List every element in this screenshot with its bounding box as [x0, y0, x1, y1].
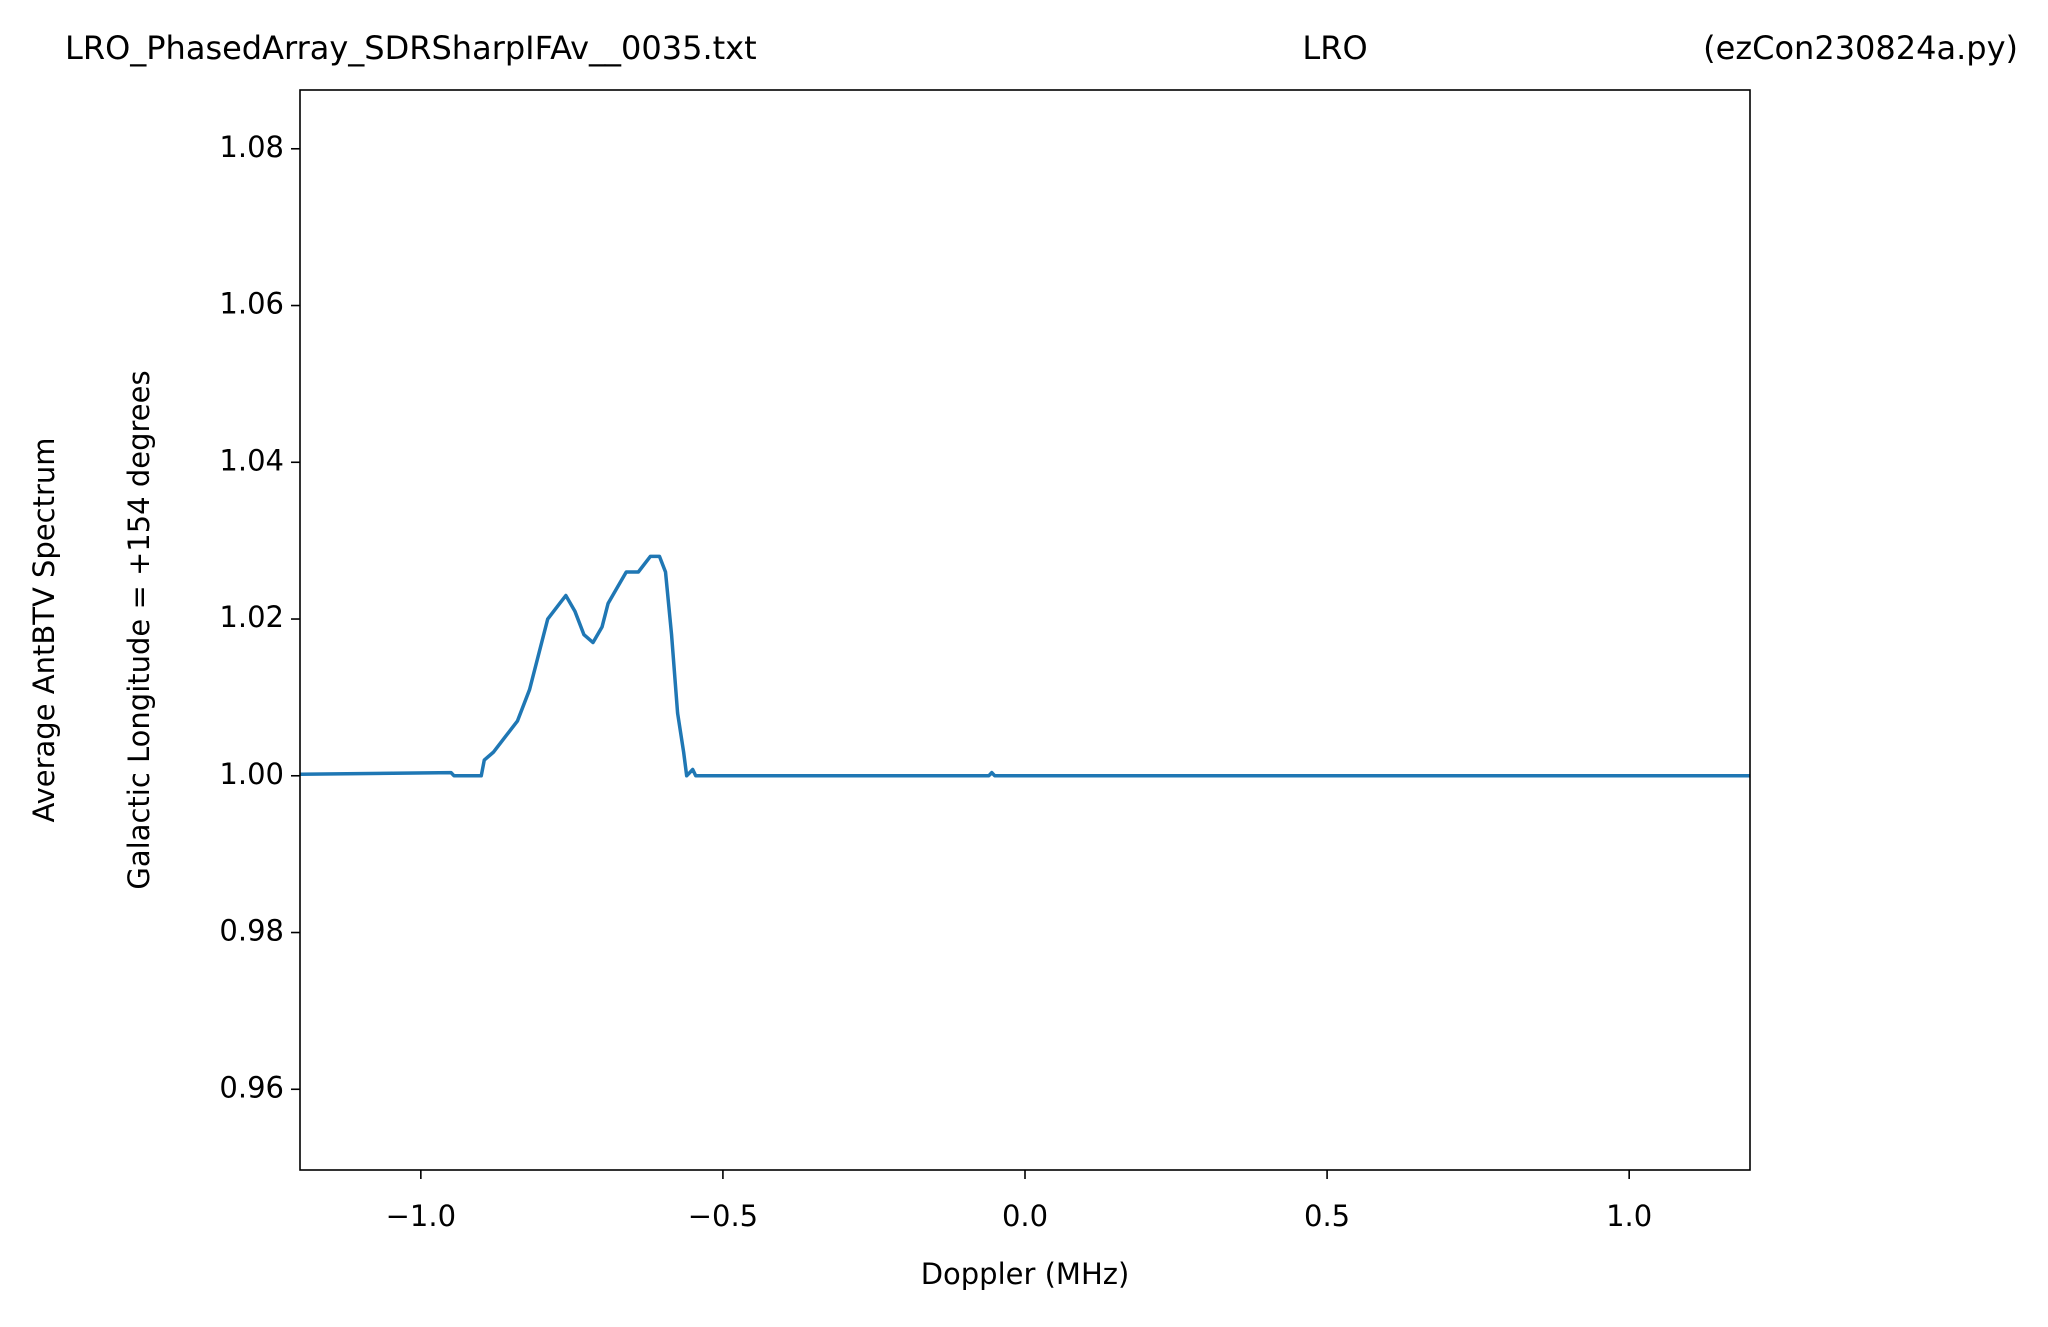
x-tick-label: 0.0 — [1002, 1199, 1048, 1233]
y-tick-label: 0.96 — [219, 1070, 284, 1104]
chart-title: LRO_PhasedArray_SDRSharpIFAv__0035.txt — [65, 29, 757, 67]
x-tick-label: −0.5 — [688, 1199, 758, 1233]
y-tick-label: 1.08 — [219, 130, 284, 164]
y-tick-label: 1.04 — [219, 443, 284, 477]
x-tick-label: −1.0 — [386, 1199, 456, 1233]
y-tick-label: 1.02 — [219, 600, 284, 634]
y-tick-label: 1.06 — [219, 287, 284, 321]
y-tick-label: 0.98 — [219, 914, 284, 948]
x-tick-label: 1.0 — [1606, 1199, 1652, 1233]
y-axis-label: Galactic Longitude = +154 degrees — [122, 370, 156, 889]
plot-frame — [299, 89, 1751, 1171]
y-tick-label: 1.00 — [219, 757, 284, 791]
y-axis-label: Average AntBTV Spectrum — [27, 437, 61, 822]
x-tick-label: 0.5 — [1304, 1199, 1350, 1233]
x-axis-label: Doppler (MHz) — [921, 1257, 1130, 1291]
chart-title: (ezCon230824a.py) — [1703, 29, 2018, 67]
chart-title: LRO — [1302, 29, 1367, 67]
data-line — [299, 554, 1750, 778]
